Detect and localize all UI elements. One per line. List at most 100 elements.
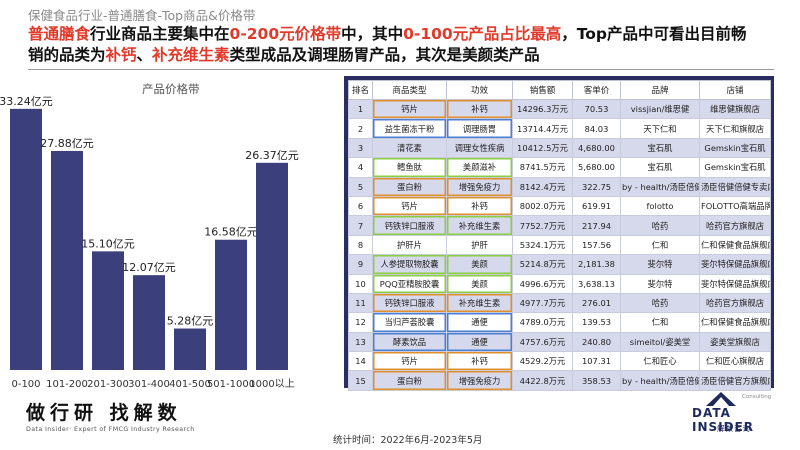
- brand-tagline: Data Insider· Expert of FMCG Industry Re…: [26, 426, 195, 433]
- table-cell-unit-price: 322.75: [572, 176, 621, 197]
- table-cell-sales: 8741.5万元: [512, 157, 573, 178]
- page-subtitle: 保健食品行业-普通膳食-Top商品&价格带: [28, 8, 256, 23]
- bar-0-100: [10, 108, 42, 370]
- table-cell-brand: 宝石肌: [620, 157, 700, 178]
- logo-cn-text: 解数咨询: [717, 424, 751, 433]
- column-header: 品牌: [620, 80, 700, 100]
- bar-201-300: [92, 251, 124, 370]
- table-cell-type: 护肝片: [372, 234, 447, 256]
- table-cell-store: 仁和保健食品旗舰店: [699, 234, 771, 256]
- table-cell-brand: 仁和: [620, 312, 700, 333]
- table-cell-rank: 10: [348, 273, 373, 294]
- table-cell-effect: 护肝: [446, 234, 513, 256]
- header-divider: [28, 69, 774, 70]
- table-cell-unit-price: 2,181.38: [572, 254, 621, 275]
- table-cell-sales: 8002.0万元: [512, 195, 573, 217]
- table-cell-unit-price: 619.91: [572, 195, 621, 217]
- table-cell-brand: 仁和: [620, 234, 700, 256]
- table-cell-type: 钙片: [372, 98, 447, 120]
- table-cell-type: 蛋白粉: [372, 370, 447, 391]
- table-cell-unit-price: 240.80: [572, 331, 621, 353]
- table-cell-effect: 增强免疫力: [446, 370, 513, 391]
- x-tick-label: 101-200: [46, 379, 88, 390]
- bar-301-400: [133, 275, 165, 370]
- bar-501-1000: [215, 239, 247, 370]
- table-cell-brand: 宝石肌: [620, 137, 700, 159]
- table-cell-store: 汤臣倍健倍健专卖店: [699, 176, 771, 197]
- column-header: 店铺: [699, 80, 771, 100]
- table-cell-store: 哈药官方旗舰店: [699, 215, 771, 236]
- table-row: 5 蛋白粉 增强免疫力 8142.4万元 322.75 by - health/汤臣倍健汤…: [348, 176, 771, 197]
- table-row: 2 益生菌冻干粉 调理肠胃 13714.4万元 84.03 天下仁和 天下仁和旗舰店: [348, 118, 771, 139]
- table-cell-effect: 美颜: [446, 254, 513, 275]
- table-row: 15 蛋白粉 增强免疫力 4422.8万元 358.53 by - health/汤臣倍健…: [348, 370, 771, 391]
- table-cell-sales: 7752.7万元: [512, 215, 573, 236]
- table-cell-rank: 3: [348, 137, 373, 159]
- page-headline: 普通膳食行业商品主要集中在0-200元价格带中，其中0-100元产品占比最高，T…: [28, 24, 748, 66]
- table-cell-store: 天下仁和旗舰店: [699, 118, 771, 139]
- table-cell-sales: 4996.6万元: [512, 273, 573, 294]
- headline-part: 补钙: [105, 46, 137, 64]
- table-cell-store: 仁和匠心旗舰店: [699, 351, 771, 372]
- table-cell-sales: 4977.7万元: [512, 292, 573, 314]
- bar-1000以上: [256, 162, 288, 370]
- table-cell-type: 钙片: [372, 351, 447, 372]
- table-cell-unit-price: 70.53: [572, 98, 621, 120]
- table-cell-rank: 5: [348, 176, 373, 197]
- headline-part: 类型成品及调理肠胃产品，其次是美颜类产品: [229, 46, 540, 64]
- table-cell-unit-price: 139.53: [572, 312, 621, 333]
- table-cell-store: 仁和保健食品旗舰店: [699, 312, 771, 333]
- table-cell-sales: 5214.8万元: [512, 254, 573, 275]
- headline-part: 、: [136, 46, 153, 64]
- column-header: 功效: [446, 80, 513, 100]
- headline-part: 行业商品主要集中在: [90, 25, 230, 43]
- top-products-table: 排名 商品类型 功效 销售额 客单价 品牌 店铺 1 钙片 补钙 14296.3万元 70.53 vi…: [348, 80, 771, 391]
- table-cell-store: 维思健旗舰店: [699, 98, 771, 120]
- table-cell-brand: 哈药: [620, 292, 700, 314]
- x-tick-label: 201-300: [87, 379, 129, 390]
- table-row: 8 护肝片 护肝 5324.1万元 157.56 仁和 仁和保健食品旗舰店: [348, 234, 771, 256]
- table-cell-type: 钙铁锌口服液: [372, 292, 447, 314]
- table-cell-brand: 斐尔特: [620, 273, 700, 294]
- table-cell-rank: 1: [348, 98, 373, 120]
- column-header: 客单价: [572, 80, 621, 100]
- table-cell-unit-price: 276.01: [572, 292, 621, 314]
- table-cell-effect: 增强免疫力: [446, 176, 513, 197]
- table-cell-unit-price: 3,638.13: [572, 273, 621, 294]
- table-cell-effect: 补钙: [446, 98, 513, 120]
- bar-data-label: 15.10亿元: [81, 237, 135, 250]
- bar-data-label: 12.07亿元: [122, 261, 176, 274]
- table-cell-rank: 15: [348, 370, 373, 391]
- table-cell-unit-price: 157.56: [572, 234, 621, 256]
- column-header: 排名: [348, 80, 373, 100]
- table-cell-sales: 10412.5万元: [512, 137, 573, 159]
- x-tick-label: 401-500: [169, 379, 211, 390]
- table-cell-rank: 11: [348, 292, 373, 314]
- table-row: 3 清花素 调理女性疾病 10412.5万元 4,680.00 宝石肌 Gemskin宝石肌: [348, 137, 771, 159]
- headline-part: 0-200元价格带: [229, 25, 342, 43]
- table-row: 12 当归芦荟胶囊 通便 4789.0万元 139.53 仁和 仁和保健食品旗舰店: [348, 312, 771, 333]
- table-cell-type: 清花素: [372, 137, 447, 159]
- table-cell-brand: 哈药: [620, 215, 700, 236]
- table-cell-brand: by - health/汤臣倍健: [620, 176, 700, 197]
- table-cell-sales: 4422.8万元: [512, 370, 573, 391]
- column-header: 销售额: [512, 80, 573, 100]
- bar-data-label: 33.24亿元: [0, 95, 53, 108]
- x-tick-label: 301-400: [128, 379, 170, 390]
- table-cell-rank: 8: [348, 234, 373, 256]
- table-cell-type: 钙片: [372, 195, 447, 217]
- bar-data-label: 27.88亿元: [40, 137, 94, 150]
- table-row: 7 钙铁锌口服液 补充维生素 7752.7万元 217.94 哈药 哈药官方旗舰店: [348, 215, 771, 236]
- table-cell-effect: 美颜滋补: [446, 157, 513, 178]
- table-row: 10 PQQ亚精胺胶囊 美颜 4996.6万元 3,638.13 斐尔特 斐尔特保健品旗舰店: [348, 273, 771, 294]
- table-cell-sales: 4757.6万元: [512, 331, 573, 353]
- table-cell-sales: 4789.0万元: [512, 312, 573, 333]
- table-cell-store: 汤臣倍健官方旗舰店: [699, 370, 771, 391]
- x-tick-label: 1000以上: [249, 378, 294, 390]
- table-cell-effect: 调理肠胃: [446, 118, 513, 139]
- table-cell-brand: vissjian/维思健: [620, 98, 700, 120]
- table-row: 1 钙片 补钙 14296.3万元 70.53 vissjian/维思健 维思健旗舰店: [348, 98, 771, 120]
- table-row: 13 酵素饮品 通便 4757.6万元 240.80 simeitol/姿美堂 姿美堂旗舰店: [348, 331, 771, 353]
- table-cell-type: 当归芦荟胶囊: [372, 312, 447, 333]
